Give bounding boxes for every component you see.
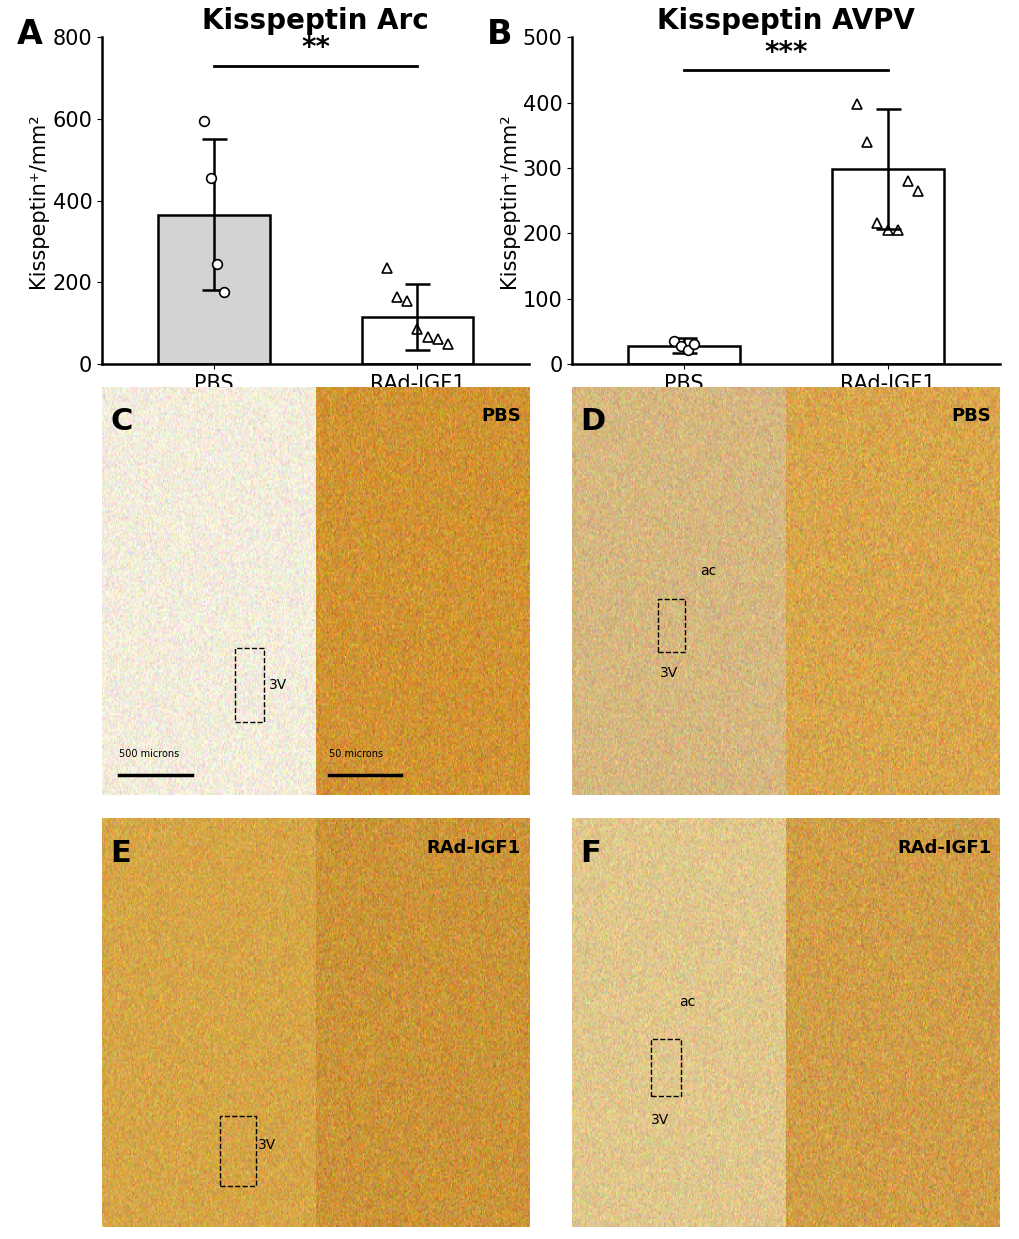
Bar [158,214,270,364]
Bar [650,1038,681,1097]
Text: E: E [110,839,131,867]
Text: 50 microns: 50 microns [328,748,382,758]
Bar [361,317,473,364]
Bar [830,170,943,364]
Y-axis label: Kisspeptin⁺/mm²: Kisspeptin⁺/mm² [498,113,518,287]
Text: 3V: 3V [650,1114,668,1127]
Text: RAd-IGF1: RAd-IGF1 [896,839,990,856]
Text: ac: ac [700,564,716,577]
Text: 3V: 3V [258,1137,276,1152]
Text: **: ** [301,35,330,62]
Text: PBS: PBS [951,408,990,425]
Bar [657,600,685,652]
Text: A: A [16,17,43,51]
Title: Kisspeptin AVPV: Kisspeptin AVPV [656,7,914,35]
Title: Kisspeptin Arc: Kisspeptin Arc [202,7,429,35]
Text: 500 microns: 500 microns [119,748,179,758]
Text: F: F [580,839,601,867]
Text: RAd-IGF1: RAd-IGF1 [426,839,521,856]
Text: ac: ac [679,995,695,1009]
Text: PBS: PBS [481,408,521,425]
Text: C: C [110,408,132,436]
Text: 3V: 3V [268,678,286,693]
Text: B: B [486,17,512,51]
Y-axis label: Kisspeptin⁺/mm²: Kisspeptin⁺/mm² [29,113,48,287]
Bar [219,1116,256,1186]
Text: ***: *** [763,38,807,67]
Bar [628,346,740,364]
Text: 3V: 3V [659,665,678,680]
Text: D: D [580,408,605,436]
Bar [234,648,264,722]
